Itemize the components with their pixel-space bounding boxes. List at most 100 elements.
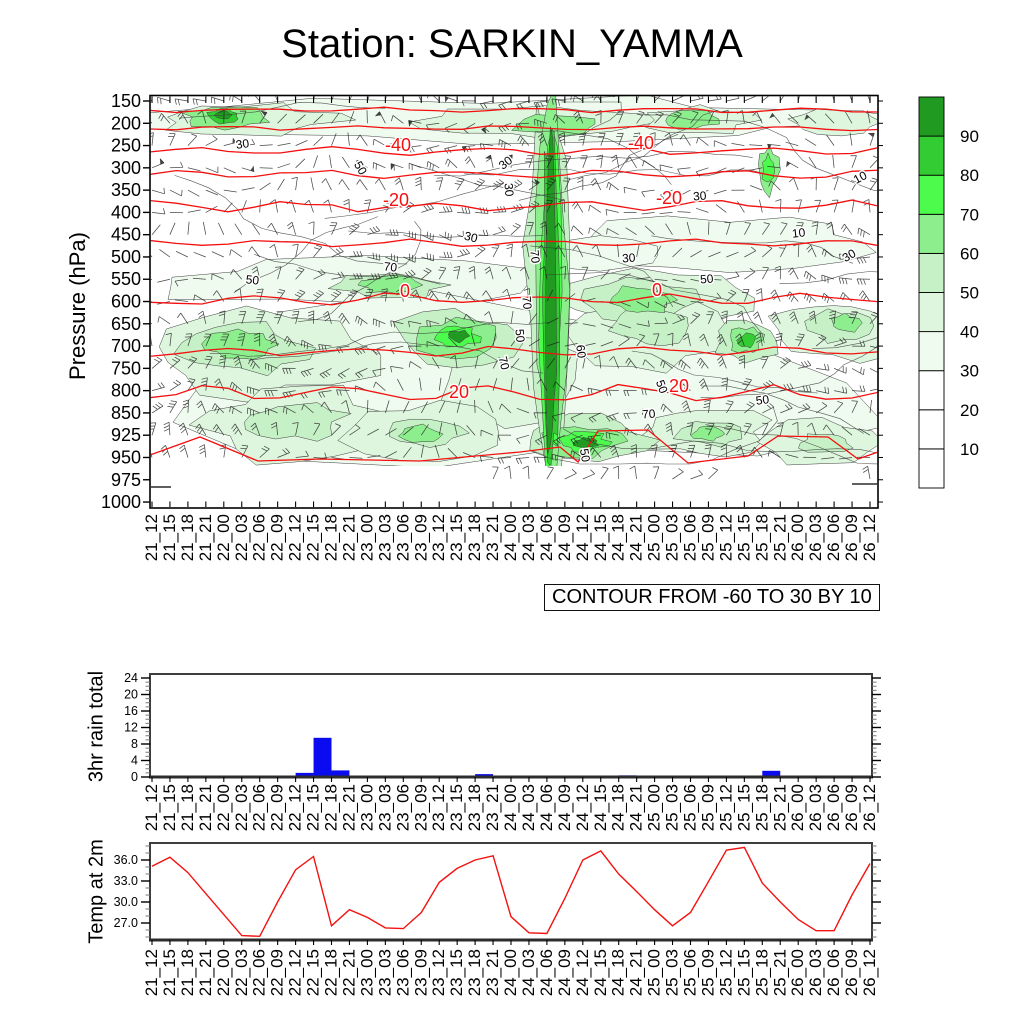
- svg-text:12: 12: [124, 721, 138, 735]
- svg-text:24_12: 24_12: [573, 514, 592, 561]
- svg-text:26_03: 26_03: [806, 514, 825, 561]
- svg-text:24_09: 24_09: [555, 949, 574, 996]
- svg-text:24_03: 24_03: [519, 949, 538, 996]
- svg-text:26_00: 26_00: [788, 949, 807, 996]
- svg-text:24_06: 24_06: [537, 514, 556, 561]
- rain-bar: [295, 772, 314, 777]
- svg-text:25_12: 25_12: [716, 514, 735, 561]
- svg-text:25_03: 25_03: [663, 784, 682, 831]
- svg-text:21_15: 21_15: [160, 949, 179, 996]
- svg-text:30: 30: [622, 251, 637, 266]
- svg-text:150: 150: [111, 91, 141, 111]
- svg-text:24: 24: [124, 671, 138, 685]
- svg-text:40: 40: [960, 323, 979, 342]
- svg-text:-20: -20: [656, 188, 682, 208]
- svg-text:22_00: 22_00: [214, 784, 233, 831]
- svg-text:22_06: 22_06: [250, 949, 269, 996]
- svg-text:25_06: 25_06: [681, 784, 700, 831]
- svg-text:22_18: 22_18: [322, 514, 341, 561]
- svg-text:300: 300: [111, 158, 141, 178]
- svg-text:26_09: 26_09: [842, 784, 861, 831]
- rain-panel: 0481216202421_1221_1521_1821_2122_0022_0…: [124, 671, 881, 831]
- svg-text:23_03: 23_03: [375, 514, 394, 561]
- svg-text:60: 60: [573, 344, 589, 359]
- svg-text:25_06: 25_06: [681, 949, 700, 996]
- svg-text:200: 200: [111, 113, 141, 133]
- svg-text:21_12: 21_12: [142, 514, 161, 561]
- humidity-shading: [150, 96, 878, 467]
- svg-text:22_03: 22_03: [232, 514, 251, 561]
- black-contour-lines: [174, 101, 878, 465]
- svg-text:25_00: 25_00: [645, 949, 664, 996]
- svg-text:22_03: 22_03: [232, 784, 251, 831]
- svg-text:24_06: 24_06: [537, 949, 556, 996]
- svg-text:26_09: 26_09: [842, 514, 861, 561]
- svg-text:23_15: 23_15: [447, 514, 466, 561]
- svg-text:700: 700: [111, 336, 141, 356]
- contour-info-box: CONTOUR FROM -60 TO 30 BY 10: [544, 584, 880, 611]
- svg-text:26_00: 26_00: [788, 784, 807, 831]
- svg-text:26_12: 26_12: [860, 949, 879, 996]
- svg-text:24_21: 24_21: [627, 514, 646, 561]
- svg-text:22_21: 22_21: [339, 514, 358, 561]
- svg-text:24_00: 24_00: [501, 949, 520, 996]
- page-title: Station: SARKIN_YAMMA: [281, 22, 743, 66]
- svg-text:23_15: 23_15: [447, 784, 466, 831]
- svg-text:26_12: 26_12: [860, 514, 879, 561]
- svg-text:23_18: 23_18: [465, 784, 484, 831]
- svg-text:24_03: 24_03: [519, 514, 538, 561]
- svg-text:0: 0: [652, 280, 662, 300]
- svg-text:22_12: 22_12: [286, 784, 305, 831]
- svg-text:950: 950: [111, 447, 141, 467]
- svg-text:36.0: 36.0: [114, 853, 138, 867]
- svg-text:24_15: 24_15: [591, 514, 610, 561]
- svg-text:21_12: 21_12: [142, 949, 161, 996]
- svg-text:24_18: 24_18: [609, 949, 628, 996]
- svg-text:23_03: 23_03: [375, 784, 394, 831]
- svg-text:-40: -40: [385, 135, 411, 155]
- red-contour-lines: [150, 106, 878, 464]
- svg-text:21_12: 21_12: [142, 784, 161, 831]
- svg-text:350: 350: [111, 180, 141, 200]
- svg-text:70: 70: [642, 407, 657, 422]
- svg-text:23_06: 23_06: [393, 784, 412, 831]
- svg-text:23_09: 23_09: [411, 514, 430, 561]
- svg-text:22_12: 22_12: [286, 949, 305, 996]
- svg-text:50: 50: [960, 284, 979, 303]
- svg-text:21_21: 21_21: [196, 949, 215, 996]
- svg-text:25_12: 25_12: [716, 949, 735, 996]
- svg-text:26_03: 26_03: [806, 784, 825, 831]
- svg-text:26_06: 26_06: [824, 784, 843, 831]
- svg-text:22_15: 22_15: [304, 514, 323, 561]
- svg-text:26_06: 26_06: [824, 949, 843, 996]
- svg-text:24_03: 24_03: [519, 784, 538, 831]
- svg-text:24_21: 24_21: [627, 949, 646, 996]
- svg-text:50: 50: [755, 392, 770, 408]
- svg-text:23_06: 23_06: [393, 514, 412, 561]
- svg-text:8: 8: [131, 737, 138, 751]
- svg-text:23_15: 23_15: [447, 949, 466, 996]
- svg-text:16: 16: [124, 704, 138, 718]
- svg-text:80: 80: [960, 166, 979, 185]
- svg-text:22_00: 22_00: [214, 514, 233, 561]
- svg-text:70: 70: [495, 355, 512, 372]
- svg-text:26_03: 26_03: [806, 949, 825, 996]
- svg-text:21_15: 21_15: [160, 514, 179, 561]
- svg-text:23_18: 23_18: [465, 949, 484, 996]
- svg-text:50: 50: [245, 272, 260, 287]
- svg-text:25_15: 25_15: [734, 514, 753, 561]
- rain-bar: [331, 770, 350, 777]
- svg-text:26_06: 26_06: [824, 514, 843, 561]
- svg-text:90: 90: [960, 127, 979, 146]
- svg-text:23_21: 23_21: [483, 514, 502, 561]
- svg-text:24_12: 24_12: [573, 949, 592, 996]
- svg-text:23_12: 23_12: [429, 784, 448, 831]
- svg-text:500: 500: [111, 247, 141, 267]
- svg-text:20: 20: [669, 376, 689, 396]
- svg-text:25_15: 25_15: [734, 784, 753, 831]
- svg-text:22_15: 22_15: [304, 784, 323, 831]
- svg-text:24_06: 24_06: [537, 784, 556, 831]
- svg-text:24_09: 24_09: [555, 784, 574, 831]
- svg-text:26_00: 26_00: [788, 514, 807, 561]
